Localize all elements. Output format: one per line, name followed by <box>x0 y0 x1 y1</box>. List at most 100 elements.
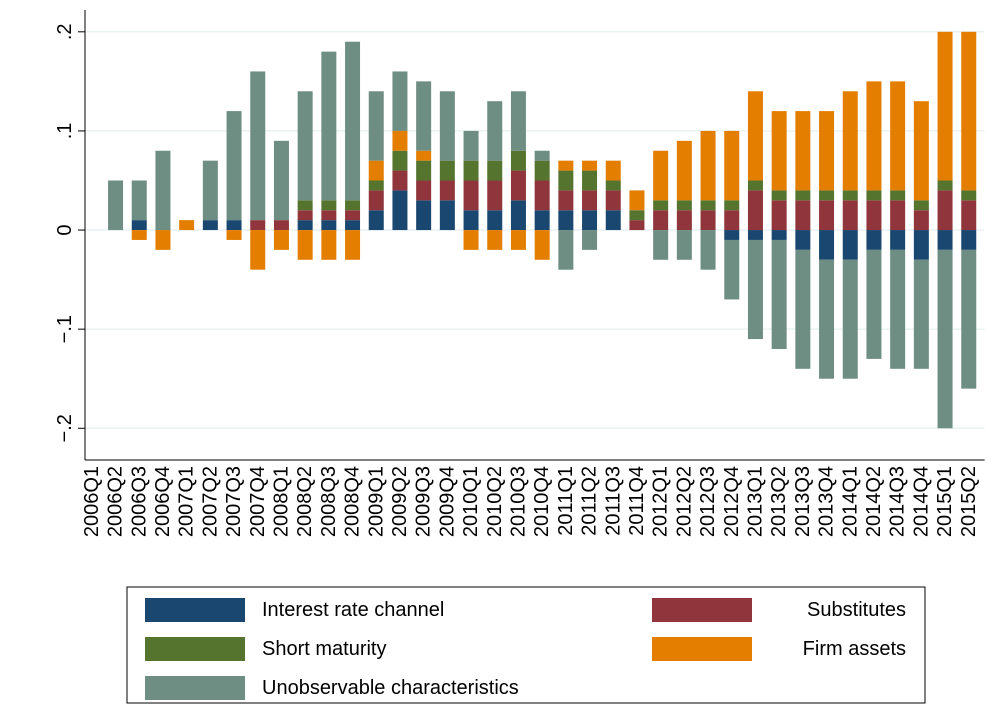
legend-swatch <box>145 637 245 661</box>
bar <box>439 160 455 181</box>
bar <box>890 249 906 369</box>
bar <box>439 91 455 161</box>
x-tick-label: 2009Q2 <box>389 466 411 537</box>
bar <box>392 150 408 171</box>
bar <box>795 200 811 231</box>
bar <box>439 180 455 201</box>
bar <box>416 81 432 151</box>
bar <box>368 180 384 191</box>
bar <box>345 41 361 201</box>
bar <box>653 230 669 260</box>
bar <box>771 111 787 191</box>
bar <box>345 200 361 211</box>
legend-swatch <box>652 598 752 622</box>
bar <box>819 259 835 379</box>
y-tick-label: .1 <box>54 123 76 140</box>
bar <box>913 230 929 260</box>
bar <box>534 180 550 211</box>
bar <box>416 160 432 181</box>
bar <box>819 111 835 191</box>
x-tick-label: 2008Q2 <box>294 466 316 537</box>
bar <box>439 200 455 231</box>
x-tick-label: 2009Q3 <box>413 466 435 537</box>
bar <box>653 150 669 201</box>
bar <box>534 150 550 161</box>
bar <box>108 180 124 231</box>
bar <box>724 230 740 240</box>
x-tick-label: 2008Q3 <box>318 466 340 537</box>
bar <box>582 210 598 231</box>
bar <box>866 230 882 250</box>
legend-swatch <box>145 676 245 700</box>
bar <box>416 200 432 231</box>
bar <box>819 230 835 260</box>
bar <box>558 160 574 171</box>
bar <box>724 130 740 201</box>
bar <box>605 180 621 191</box>
bar <box>250 220 266 231</box>
bar <box>890 190 906 201</box>
x-tick-label: 2010Q2 <box>484 466 506 537</box>
bar <box>747 230 763 240</box>
bar <box>321 220 337 231</box>
bar <box>226 230 242 240</box>
x-tick-label: 2012Q4 <box>721 466 743 537</box>
x-tick-label: 2013Q2 <box>768 466 790 537</box>
bar <box>653 200 669 211</box>
bar <box>866 81 882 191</box>
bar <box>582 160 598 171</box>
bar <box>747 91 763 181</box>
bar <box>819 200 835 231</box>
bar <box>842 259 858 379</box>
y-tick-label: −.1 <box>54 315 76 343</box>
x-tick-label: 2013Q4 <box>816 466 838 537</box>
x-tick-label: 2012Q1 <box>650 466 672 537</box>
bar <box>510 230 526 250</box>
x-tick-label: 2014Q4 <box>910 466 932 537</box>
bar <box>582 230 598 250</box>
bar <box>534 160 550 181</box>
bar <box>937 249 953 429</box>
bar <box>961 249 977 389</box>
x-tick-label: 2011Q3 <box>602 466 624 536</box>
bar <box>724 210 740 231</box>
bar <box>937 190 953 231</box>
bar <box>676 210 692 231</box>
bar <box>676 140 692 201</box>
bar <box>510 150 526 171</box>
bar <box>392 190 408 231</box>
y-tick-label: −.2 <box>54 414 76 442</box>
bar <box>155 150 171 231</box>
bar <box>913 200 929 211</box>
bar <box>534 210 550 231</box>
bar <box>937 180 953 191</box>
bar <box>463 230 479 250</box>
bar <box>842 190 858 201</box>
bar <box>392 130 408 151</box>
bar <box>771 190 787 201</box>
x-tick-label: 2006Q1 <box>81 466 103 537</box>
x-tick-label: 2010Q1 <box>460 466 482 537</box>
bar <box>937 230 953 250</box>
bar <box>368 91 384 161</box>
bar <box>368 190 384 211</box>
bar <box>558 190 574 211</box>
bar <box>937 31 953 181</box>
bar <box>131 180 147 221</box>
x-tick-label: 2010Q3 <box>507 466 529 537</box>
bar <box>416 150 432 161</box>
x-tick-label: 2015Q2 <box>958 466 980 537</box>
x-tick-label: 2014Q3 <box>887 466 909 537</box>
bar <box>582 190 598 211</box>
legend-label: Unobservable characteristics <box>262 677 519 699</box>
bar <box>913 101 929 201</box>
legend-label: Interest rate channel <box>262 599 444 621</box>
bar <box>558 230 574 270</box>
bar <box>676 200 692 211</box>
bar <box>913 259 929 369</box>
legend-swatch <box>652 637 752 661</box>
x-tick-label: 2009Q1 <box>365 466 387 537</box>
bar <box>629 220 645 231</box>
bar <box>771 239 787 349</box>
